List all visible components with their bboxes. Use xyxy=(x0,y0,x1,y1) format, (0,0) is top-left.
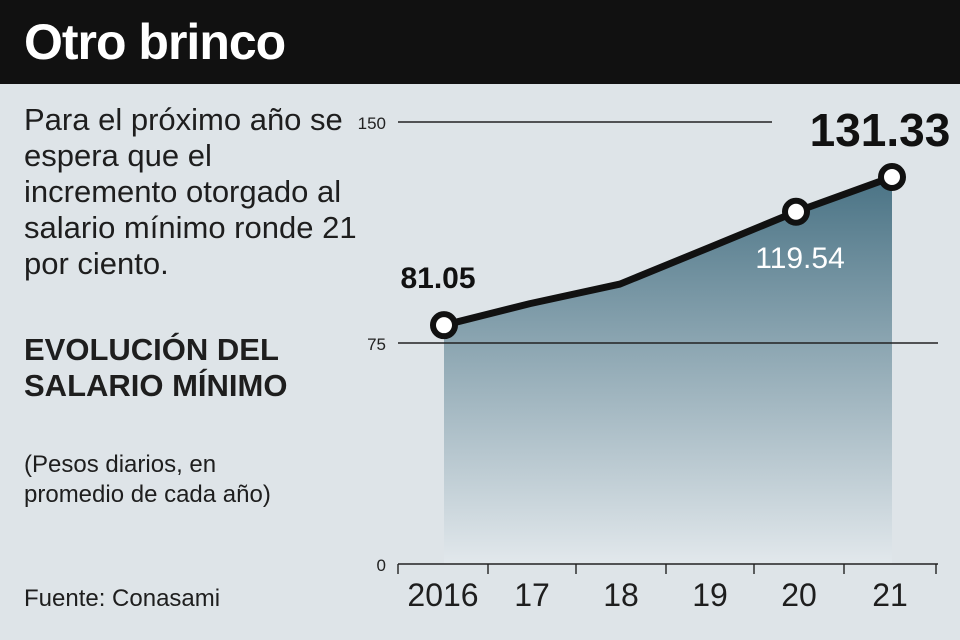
units-note: (Pesos diarios, en promedio de cada año) xyxy=(24,451,271,508)
intro-text: Para el próximo año se espera que el inc… xyxy=(24,102,357,281)
y-tick-label: 75 xyxy=(367,335,386,354)
chart-title: EVOLUCIÓN DEL SALARIO MÍNIMO xyxy=(24,332,288,403)
data-label: 81.05 xyxy=(400,262,475,295)
x-tick-label: 18 xyxy=(603,577,639,613)
series-line xyxy=(440,173,896,329)
data-label: 131.33 xyxy=(810,104,951,156)
x-tick-label: 21 xyxy=(872,577,908,613)
y-tick-label: 150 xyxy=(358,114,386,133)
x-tick-label: 2016 xyxy=(407,577,478,613)
x-tick-label: 17 xyxy=(514,577,550,613)
source-note: Fuente: Conasami xyxy=(24,585,221,612)
data-point-marker xyxy=(782,197,810,226)
area-fill xyxy=(444,177,892,564)
header-bar: Otro brinco xyxy=(0,0,960,84)
x-tick-label: 20 xyxy=(781,577,817,613)
data-point-marker xyxy=(878,163,906,192)
y-tick-label: 0 xyxy=(377,556,386,575)
page-title: Otro brinco xyxy=(24,14,286,70)
data-point-marker xyxy=(430,311,458,340)
x-tick-label: 19 xyxy=(692,577,728,613)
data-label: 119.54 xyxy=(755,242,845,275)
